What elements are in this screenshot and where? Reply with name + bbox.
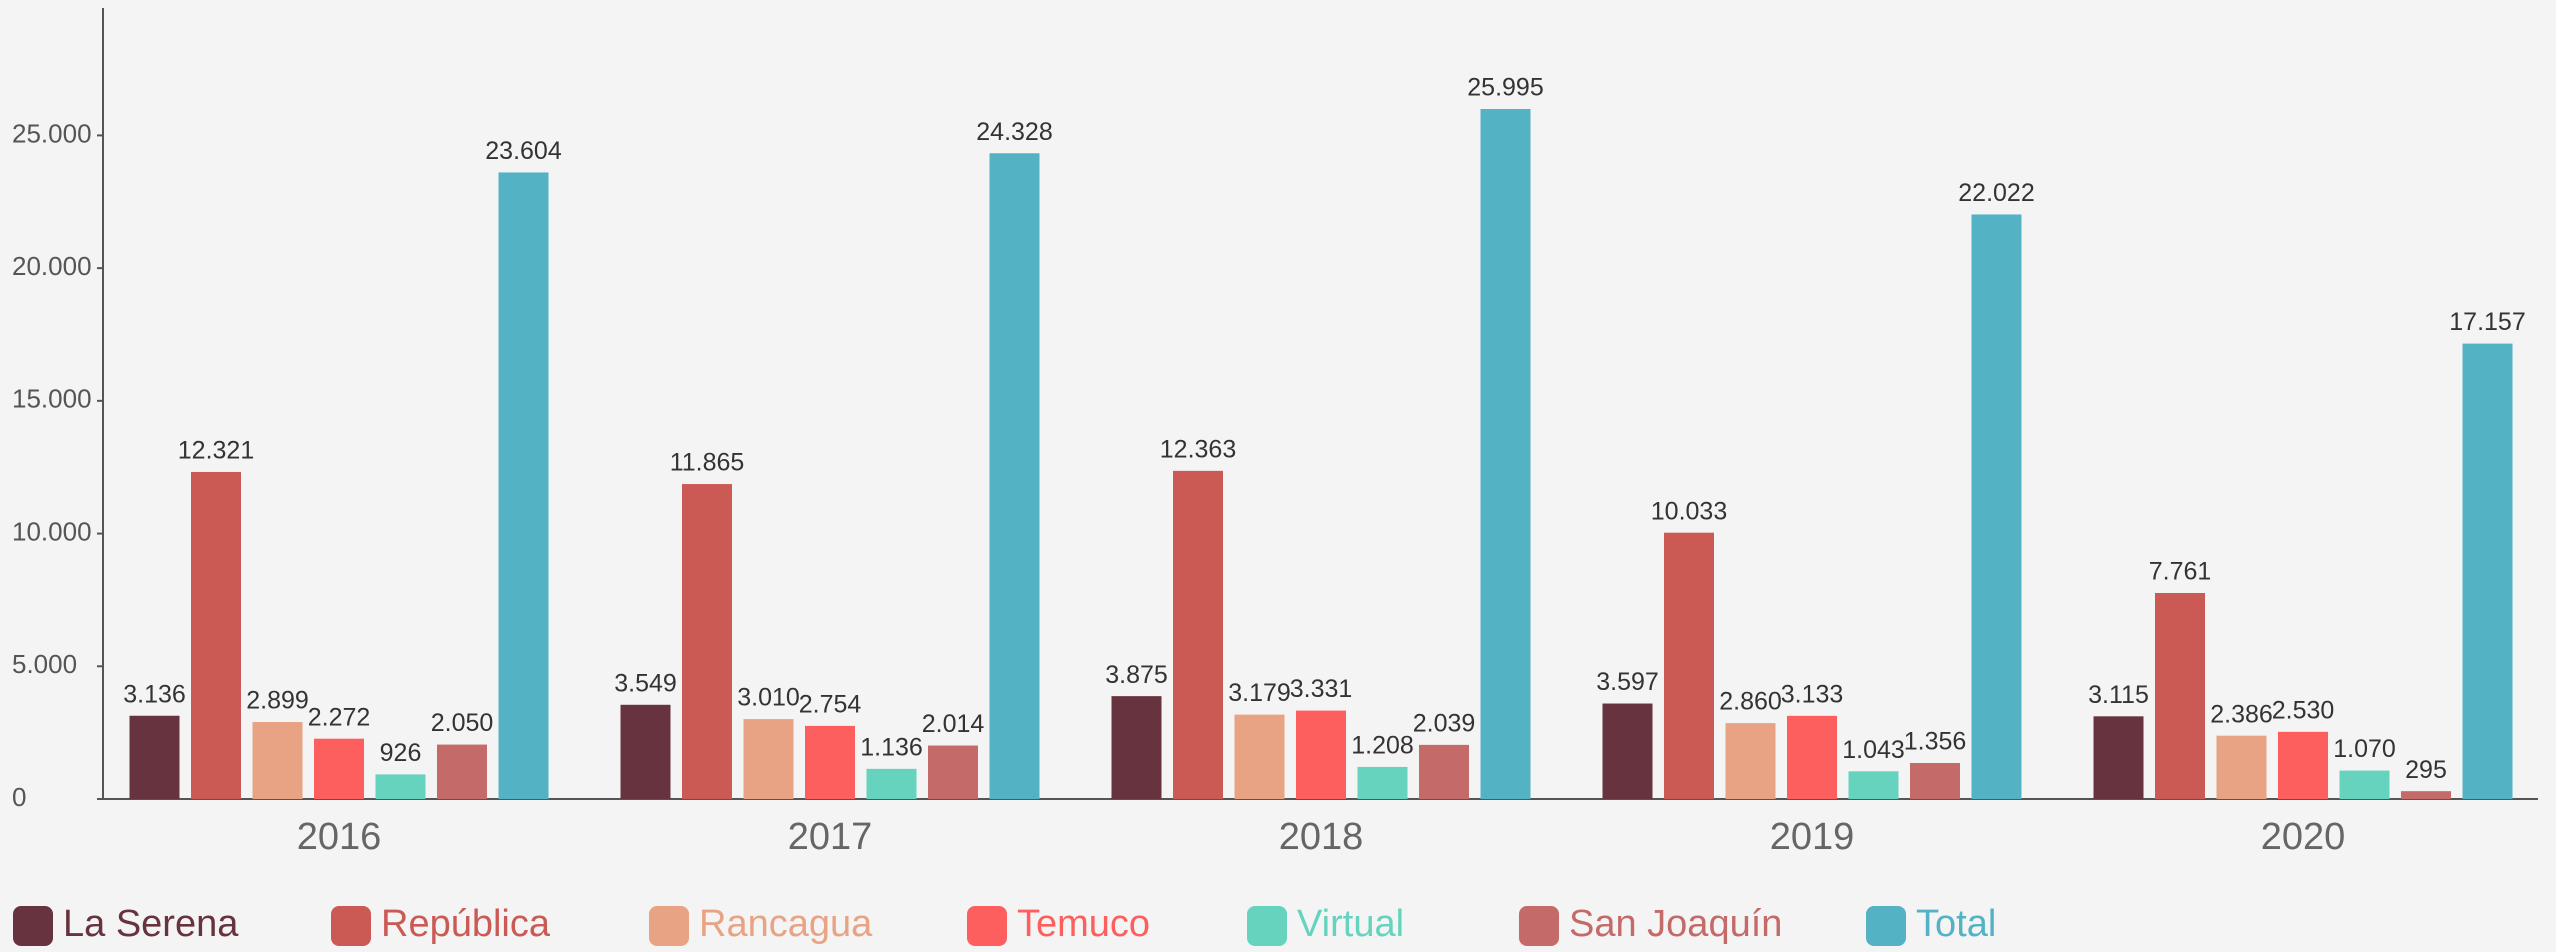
value-label: 7.761 xyxy=(2149,558,2212,586)
bar xyxy=(1111,696,1162,799)
bar xyxy=(1971,214,2022,800)
legend-swatch xyxy=(1866,906,1906,946)
legend-swatch xyxy=(13,906,53,946)
value-label: 3.597 xyxy=(1596,668,1659,696)
value-label: 1.043 xyxy=(1842,736,1905,764)
y-tick-label: 20.000 xyxy=(12,251,92,281)
bar xyxy=(375,774,426,799)
value-label: 3.549 xyxy=(614,669,677,697)
x-tick-label: 2017 xyxy=(788,816,873,858)
bar xyxy=(2278,731,2328,799)
bar xyxy=(1419,744,1469,799)
value-label: 3.331 xyxy=(1290,675,1353,703)
value-label: 25.995 xyxy=(1467,74,1543,102)
bar xyxy=(314,738,364,799)
bar xyxy=(252,722,303,799)
y-tick-label: 25.000 xyxy=(12,118,92,148)
value-label: 2.530 xyxy=(2272,696,2335,724)
legend-label: La Serena xyxy=(63,903,239,945)
value-label: 12.321 xyxy=(178,437,254,465)
bar xyxy=(866,768,917,799)
y-tick-label: 10.000 xyxy=(12,516,92,546)
bar xyxy=(2462,343,2513,799)
bar xyxy=(1848,771,1899,799)
bar xyxy=(1480,108,1531,800)
legend-swatch xyxy=(967,906,1007,946)
y-tick-label: 0 xyxy=(12,782,26,812)
bar xyxy=(2093,716,2144,799)
y-tick-label: 15.000 xyxy=(12,384,92,414)
value-label: 2.039 xyxy=(1413,709,1476,737)
bar xyxy=(989,153,1040,799)
bar xyxy=(1787,715,1837,799)
x-tick-label: 2016 xyxy=(297,816,382,858)
legend-label: Total xyxy=(1916,903,1996,945)
value-label: 22.022 xyxy=(1958,179,2034,207)
bar xyxy=(1664,532,1714,799)
value-label: 1.208 xyxy=(1351,732,1414,760)
legend-label: República xyxy=(381,903,551,945)
bar xyxy=(1725,723,1776,799)
bar xyxy=(682,484,732,799)
legend-label: San Joaquín xyxy=(1569,903,1782,945)
value-label: 2.899 xyxy=(246,687,309,715)
value-label: 295 xyxy=(2405,756,2447,784)
bar xyxy=(129,715,180,799)
bar xyxy=(498,172,549,799)
value-label: 3.115 xyxy=(2088,681,2149,709)
value-label: 2.272 xyxy=(308,703,371,731)
legend-swatch xyxy=(1519,906,1559,946)
value-label: 1.356 xyxy=(1904,728,1967,756)
value-label: 3.179 xyxy=(1228,679,1291,707)
bar xyxy=(928,745,978,799)
value-label: 3.136 xyxy=(123,680,186,708)
bar xyxy=(1910,763,1960,799)
value-label: 1.070 xyxy=(2333,735,2396,763)
value-label: 1.136 xyxy=(860,733,923,761)
bar xyxy=(2216,735,2267,799)
legend-label: Temuco xyxy=(1017,903,1150,945)
value-label: 2.754 xyxy=(799,691,862,719)
bar xyxy=(1296,710,1346,799)
value-label: 3.133 xyxy=(1781,680,1844,708)
bar xyxy=(437,744,487,799)
value-label: 2.050 xyxy=(431,709,494,737)
value-label: 23.604 xyxy=(485,137,562,165)
bar xyxy=(1234,714,1285,799)
value-label: 17.157 xyxy=(2449,308,2525,336)
bar xyxy=(1357,766,1408,799)
value-label: 2.386 xyxy=(2210,700,2273,728)
value-label: 926 xyxy=(380,739,422,767)
value-label: 11.865 xyxy=(670,449,745,477)
value-label: 2.014 xyxy=(922,710,985,738)
value-label: 10.033 xyxy=(1651,497,1727,525)
y-tick-label: 5.000 xyxy=(12,649,77,679)
bar xyxy=(2339,770,2390,799)
legend-label: Rancagua xyxy=(699,903,873,945)
bar xyxy=(2401,791,2451,799)
legend-swatch xyxy=(649,906,689,946)
x-tick-label: 2019 xyxy=(1770,816,1855,858)
legend-swatch xyxy=(1247,906,1287,946)
x-tick-label: 2018 xyxy=(1279,816,1364,858)
bar xyxy=(1602,703,1653,799)
legend-label: Virtual xyxy=(1297,903,1404,945)
bar xyxy=(805,725,855,799)
value-label: 3.010 xyxy=(737,684,800,712)
bar xyxy=(620,704,671,799)
value-label: 24.328 xyxy=(976,118,1052,146)
legend-swatch xyxy=(331,906,371,946)
bar xyxy=(2155,592,2205,799)
bar xyxy=(1173,470,1223,799)
bar xyxy=(191,471,241,799)
value-label: 2.860 xyxy=(1719,688,1782,716)
value-label: 12.363 xyxy=(1160,435,1236,463)
value-label: 3.875 xyxy=(1105,661,1168,689)
x-tick-label: 2020 xyxy=(2261,816,2346,858)
bar xyxy=(743,719,794,799)
